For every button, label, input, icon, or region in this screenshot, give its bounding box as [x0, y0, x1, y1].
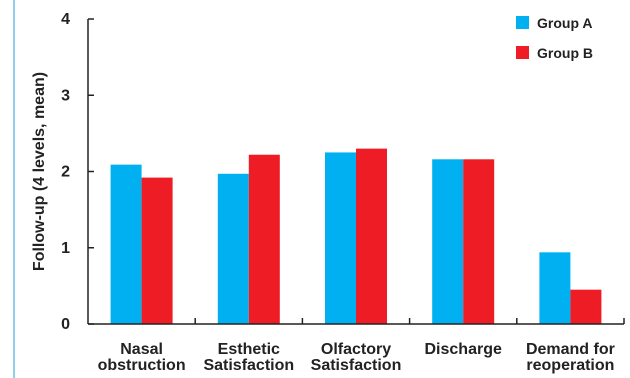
x-category-labels: Nasal obstruction Esthetic Satisfaction Olfa…: [98, 318, 625, 374]
bar-group-a-1: [217, 173, 249, 324]
bar-group-b-4: [570, 289, 602, 324]
legend: Group A Group B: [516, 15, 593, 61]
y-tick-label: 1: [61, 240, 70, 257]
bar-group-a-4: [539, 252, 571, 324]
bar-group-b-0: [141, 177, 173, 324]
x-category-label: Demand for reoperation: [526, 341, 615, 374]
legend-label: Group B: [537, 45, 593, 61]
x-category-label: Nasal obstruction: [98, 341, 186, 374]
frame-accent-line: [13, 0, 15, 378]
bar-group-b-1: [248, 154, 280, 324]
bar-group-a-3: [432, 159, 464, 324]
y-axis-label: Follow-up (4 levels, mean): [31, 72, 48, 271]
y-tick-label: 0: [61, 316, 70, 333]
bars-group: [110, 148, 602, 324]
x-category-label: Discharge: [425, 341, 502, 358]
bar-group-a-2: [325, 152, 356, 324]
y-tick-label: 3: [61, 87, 70, 104]
x-category-label: Esthetic Satisfaction: [203, 341, 294, 374]
y-tick-label: 4: [61, 11, 70, 28]
legend-swatch: [516, 46, 529, 59]
bar-group-a-0: [110, 164, 142, 324]
bar-group-b-2: [356, 148, 387, 324]
legend-swatch: [516, 16, 529, 29]
y-tick-labels: 0 1 2 3 4: [61, 11, 94, 333]
x-category-label: Olfactory Satisfaction: [311, 341, 402, 374]
y-tick-label: 2: [61, 164, 70, 181]
bar-group-b-3: [463, 159, 495, 324]
legend-label: Group A: [537, 15, 592, 31]
